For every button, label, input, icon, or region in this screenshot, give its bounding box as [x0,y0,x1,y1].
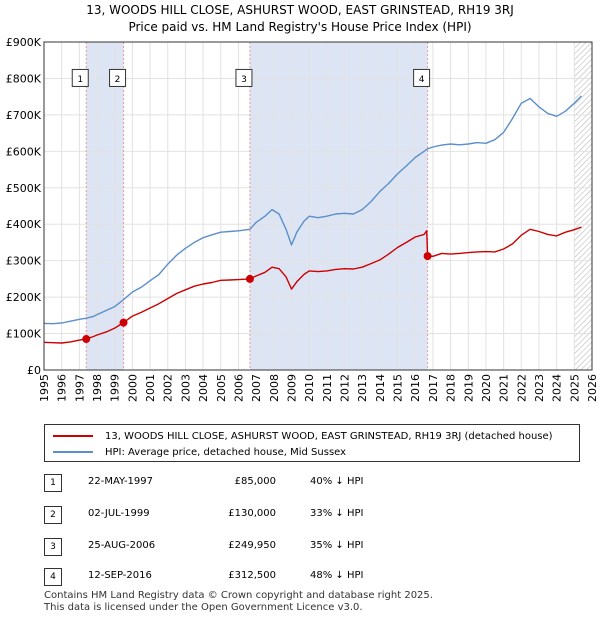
x-tick-label: 2007 [250,374,263,402]
sale-label: 1 [77,75,83,85]
legend-swatch-property [53,435,93,437]
chart-subtitle: Price paid vs. HM Land Registry's House … [128,20,472,34]
y-tick-label: £200K [6,291,42,304]
legend-label-hpi: HPI: Average price, detached house, Mid … [105,446,347,458]
sale-label: 4 [419,75,425,85]
sale-label-box [413,68,431,87]
sale-point [245,274,254,283]
hpi-line [43,95,582,325]
legend-label-property: 13, WOODS HILL CLOSE, ASHURST WOOD, EAST… [105,430,553,442]
x-tick-label: 2011 [321,374,334,402]
sale-label: 2 [115,75,121,85]
x-tick-label: 2005 [215,374,228,402]
x-tick-label: 2014 [374,374,387,402]
x-tick-label: 2003 [179,374,192,402]
price-chart: 1 2 3 4 £0 £100K £200K £300K £400K £500K £600K £70… [6,36,599,402]
x-tick-label: 2013 [356,374,369,402]
x-tick-label: 2010 [303,374,316,402]
y-tick-label: £800K [6,72,42,85]
transaction-row-2: 2 02-JUL-1999 £130,000 33% ↓ HPI [44,504,544,524]
x-tick-label: 2024 [551,374,564,402]
x-tick-label: 1999 [109,374,122,402]
x-tick-label: 2020 [480,374,493,402]
footer-licence: This data is licensed under the Open Gov… [44,602,363,613]
y-tick-label: £900K [6,36,42,49]
sale-point [423,252,432,261]
x-tick-label: 1996 [56,374,69,402]
transaction-price: £312,500 [228,570,276,581]
sale-label-box [235,68,253,87]
transaction-row-3: 3 25-AUG-2006 £249,950 35% ↓ HPI [44,536,544,556]
y-tick-label: £0 [27,364,41,377]
legend-swatch-hpi [53,451,93,453]
y-tick-label: £300K [6,255,42,268]
x-tick-label: 1998 [91,374,104,402]
transaction-date: 25-AUG-2006 [88,540,156,551]
transaction-date: 12-SEP-2016 [88,570,152,581]
transaction-price: £130,000 [228,508,276,519]
transaction-hpi: 48% ↓ HPI [310,570,364,581]
legend-item-hpi: HPI: Average price, detached house, Mid … [53,445,346,459]
sale-point [82,335,91,344]
shaded-period [249,42,428,370]
y-tick-label: £400K [6,218,42,231]
x-tick-label: 1995 [38,374,51,402]
y-tick-label: £500K [6,182,42,195]
x-tick-label: 1997 [73,374,86,402]
x-tick-label: 2017 [427,374,440,402]
x-tick-label: 2002 [162,374,175,402]
y-tick-label: £700K [6,109,42,122]
transaction-price: £249,950 [228,540,276,551]
transaction-badge: 4 [44,568,62,586]
transaction-row-1: 1 22-MAY-1997 £85,000 40% ↓ HPI [44,472,544,492]
x-tick-label: 2012 [339,374,352,402]
x-tick-label: 2018 [445,374,458,402]
x-tick-label: 2019 [462,374,475,402]
chart-title: 13, WOODS HILL CLOSE, ASHURST WOOD, EAST… [86,3,514,17]
transaction-hpi: 40% ↓ HPI [310,476,364,487]
x-tick-label: 2025 [568,374,581,402]
transaction-price: £85,000 [234,476,276,487]
x-tick-label: 2000 [126,374,139,402]
transaction-hpi: 35% ↓ HPI [310,540,364,551]
x-tick-label: 2016 [409,374,422,402]
plot-frame [43,41,593,371]
property-price-line [43,226,582,344]
x-tick-label: 2008 [268,374,281,402]
transaction-date: 22-MAY-1997 [88,476,154,487]
footer-copyright: Contains HM Land Registry data © Crown c… [44,590,433,601]
x-tick-label: 2021 [498,374,511,402]
transaction-row-4: 4 12-SEP-2016 £312,500 48% ↓ HPI [44,566,544,586]
sale-label-box [71,68,89,87]
x-tick-label: 2015 [392,374,405,402]
forecast-hatch [574,42,592,370]
transaction-hpi: 33% ↓ HPI [310,508,364,519]
sale-label-box [109,68,127,87]
transaction-badge: 1 [44,474,62,492]
sale-label: 3 [241,75,247,85]
x-tick-label: 2026 [586,374,599,402]
x-tick-label: 2009 [285,374,298,402]
x-tick-label: 2023 [533,374,546,402]
legend-item-property: 13, WOODS HILL CLOSE, ASHURST WOOD, EAST… [53,429,553,443]
legend: 13, WOODS HILL CLOSE, ASHURST WOOD, EAST… [44,424,580,462]
y-tick-label: £100K [6,328,42,341]
x-tick-label: 2001 [144,374,157,402]
x-tick-label: 2004 [197,374,210,402]
transaction-badge: 3 [44,538,62,556]
transaction-date: 02-JUL-1999 [88,508,150,519]
x-tick-label: 2022 [515,374,528,402]
y-tick-label: £600K [6,145,42,158]
transaction-badge: 2 [44,506,62,524]
shaded-period [86,42,124,370]
x-tick-label: 2006 [232,374,245,402]
sale-point [119,318,128,327]
